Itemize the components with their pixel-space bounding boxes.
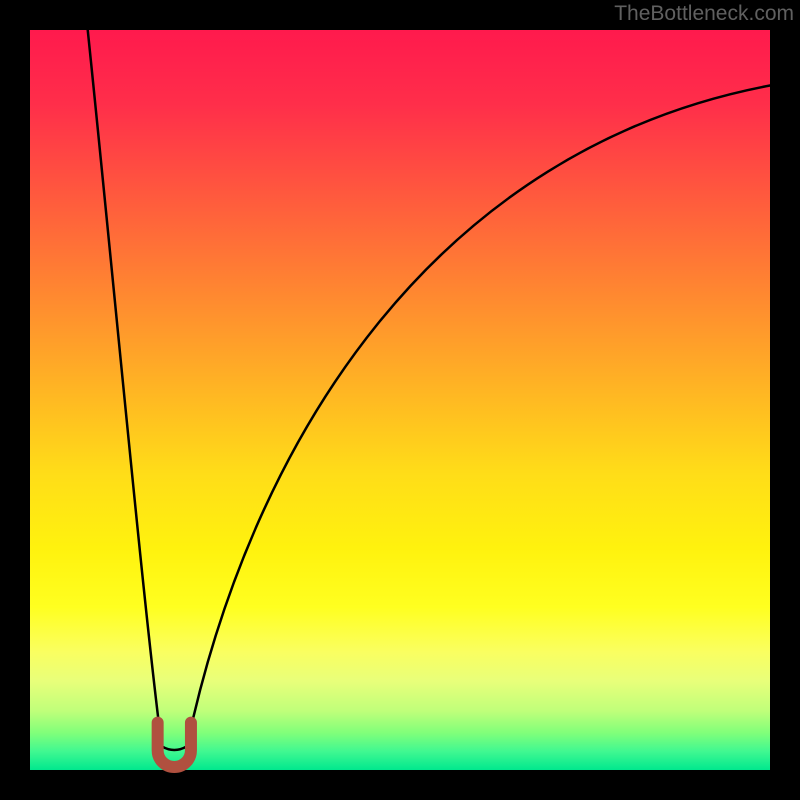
bottleneck-plot xyxy=(0,0,800,800)
plot-background xyxy=(30,30,770,770)
chart-container: TheBottleneck.com xyxy=(0,0,800,800)
watermark-text: TheBottleneck.com xyxy=(614,2,794,26)
